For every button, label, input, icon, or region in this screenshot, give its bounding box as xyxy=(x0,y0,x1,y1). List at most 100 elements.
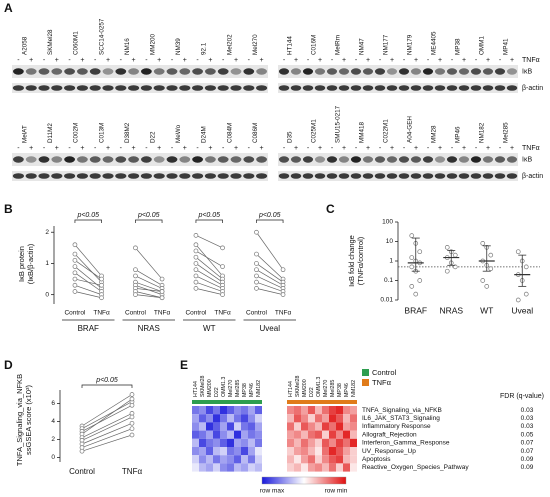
blot-band xyxy=(470,173,482,179)
data-point xyxy=(254,267,259,273)
data-point xyxy=(159,295,165,301)
heatmap-cell xyxy=(227,455,234,464)
x-tick-label: NRAS xyxy=(439,305,463,315)
cell-line-label: MeWo xyxy=(175,124,182,143)
heatmap-cell xyxy=(206,463,213,472)
blot-band xyxy=(410,156,422,163)
pair-line xyxy=(135,288,163,292)
y-tick-label: 0.01 xyxy=(380,297,393,304)
treatment-sign: - xyxy=(171,57,174,64)
heatmap-cell xyxy=(241,438,248,447)
blot-ikb xyxy=(278,65,518,78)
blot-ikb xyxy=(12,153,268,166)
heatmap-cell xyxy=(336,406,343,415)
heatmap-cell xyxy=(287,414,294,423)
x-tick-label: Control xyxy=(185,310,207,317)
blot-band xyxy=(192,156,203,163)
pair-line xyxy=(256,288,284,295)
pair-line xyxy=(256,275,284,289)
row-label: Inflammatory Response xyxy=(362,423,431,430)
cell-line-label: C084M xyxy=(226,123,233,143)
data-point xyxy=(280,267,286,273)
cell-line-label: NM177 xyxy=(383,34,390,55)
heatmap-cell xyxy=(329,463,336,472)
blot-band xyxy=(482,68,494,75)
blot-band xyxy=(326,156,338,163)
y-axis-title: IκB protein xyxy=(17,246,26,282)
heatmap-cell xyxy=(308,455,315,464)
heatmap-cell xyxy=(206,430,213,439)
blot-band xyxy=(89,173,101,179)
blot-band xyxy=(243,85,255,91)
data-point xyxy=(72,264,78,269)
pair-line xyxy=(195,250,223,267)
heatmap-cell xyxy=(308,406,315,415)
cell-line-label: D38M2 xyxy=(124,122,131,143)
column-label: Mel285 xyxy=(235,380,241,397)
data-point xyxy=(220,245,225,251)
heatmap-cell xyxy=(234,438,241,447)
heatmap-cell xyxy=(192,463,199,472)
treatment-sign: - xyxy=(17,145,20,152)
x-tick-label: TNFα xyxy=(275,310,292,317)
blot-band xyxy=(76,173,89,179)
blot-band xyxy=(278,173,290,179)
blot-band xyxy=(374,85,386,91)
heatmap-cell xyxy=(227,447,234,456)
blot-band xyxy=(38,68,50,75)
fdr-value: 0.09 xyxy=(521,464,534,471)
heatmap-cell xyxy=(220,406,227,415)
column-label: OMM1.3 xyxy=(316,377,322,397)
heatmap-cell xyxy=(287,406,294,415)
data-point xyxy=(193,233,199,238)
treatment-sign: + xyxy=(438,145,442,152)
heatmap-cell xyxy=(199,430,206,439)
blot-band xyxy=(115,85,127,91)
heatmap-cell xyxy=(308,438,315,447)
blot-band xyxy=(302,85,314,91)
heatmap-cell xyxy=(343,438,350,447)
heatmap-cell xyxy=(301,430,308,439)
colorbar xyxy=(261,476,347,485)
blot-band xyxy=(446,173,458,179)
blot-band xyxy=(140,85,153,91)
x-tick-label: Control xyxy=(64,310,86,317)
heatmap-cell xyxy=(206,438,213,447)
heatmap-cell xyxy=(192,422,199,431)
heatmap-cell xyxy=(255,406,262,415)
blot-band xyxy=(314,156,326,163)
cell-line-label: MM418 xyxy=(359,122,366,143)
blot-band xyxy=(243,68,255,75)
column-label: SKMel28 xyxy=(295,375,301,397)
blot-band xyxy=(64,156,75,163)
treatment-sign: + xyxy=(342,57,346,64)
treatment-sign: + xyxy=(486,57,490,64)
pair-line xyxy=(195,263,223,283)
treatment-sign: - xyxy=(475,145,478,152)
treatment-sign: + xyxy=(318,145,322,152)
side-label: IκB xyxy=(522,156,532,163)
blot-band xyxy=(374,156,386,163)
column-label: MM200 xyxy=(207,379,213,397)
heatmap-cell xyxy=(336,422,343,431)
heatmap-cell xyxy=(213,430,220,439)
cell-line-label: D35 xyxy=(287,131,294,143)
x-tick-label: BRAF xyxy=(404,305,427,315)
blot-band xyxy=(386,68,398,75)
heatmap-cell xyxy=(322,422,329,431)
blot-band xyxy=(179,85,191,91)
row-label: Reactive_Oxygen_Species_Pathway xyxy=(362,464,469,471)
blot-band xyxy=(192,68,203,75)
data-point xyxy=(193,279,199,285)
blot-band xyxy=(115,156,127,163)
heatmap-cell xyxy=(241,422,248,431)
heatmap-cell xyxy=(322,430,329,439)
treatment-sign: - xyxy=(145,57,148,64)
blot-band xyxy=(230,68,242,75)
heatmap-cell xyxy=(220,455,227,464)
cell-line-label: D24M xyxy=(201,126,208,143)
heatmap-cell xyxy=(220,463,227,472)
treatment-sign: - xyxy=(499,57,502,64)
blot-actin xyxy=(12,83,268,93)
blot-band xyxy=(386,156,398,163)
